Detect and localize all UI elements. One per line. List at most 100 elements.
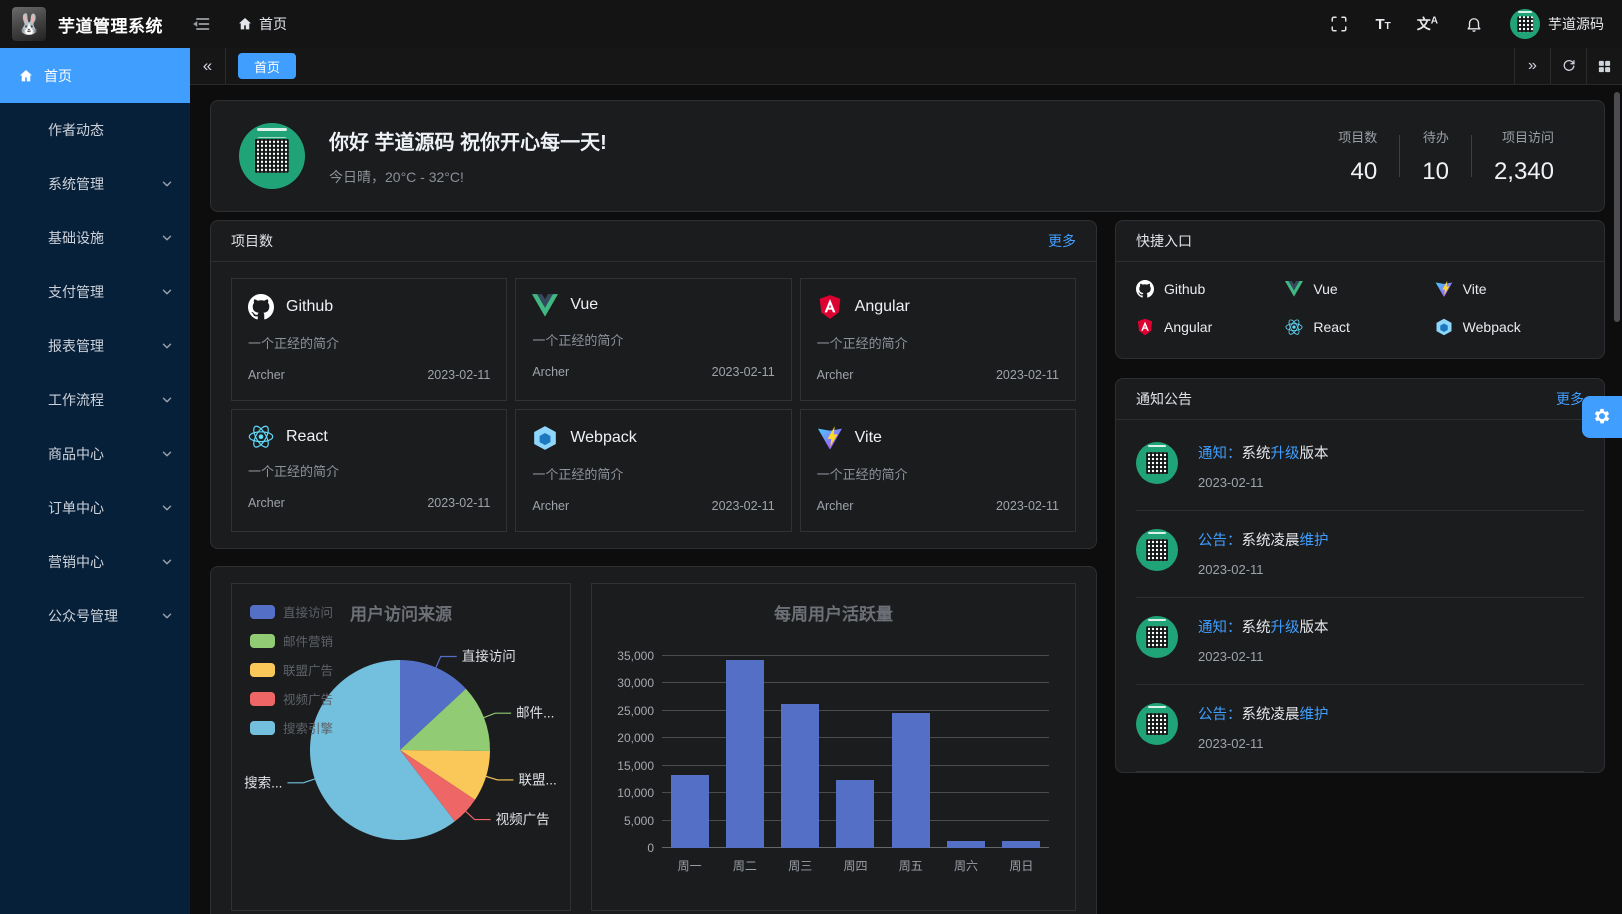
topbar-actions: TT 文A 芋道源码 bbox=[1329, 9, 1622, 39]
fold-sidebar-button[interactable] bbox=[191, 14, 211, 34]
projects-card: 项目数 更多 Github 一个正经的简介 Archer 2023-02-11 Vue 一… bbox=[210, 220, 1097, 549]
notice-text: 版本 bbox=[1299, 620, 1329, 636]
legend-swatch bbox=[250, 662, 275, 677]
project-card-Webpack[interactable]: Webpack 一个正经的简介 Archer 2023-02-11 bbox=[515, 409, 792, 532]
shortcut-Github[interactable]: Github bbox=[1136, 280, 1285, 298]
project-card-Vue[interactable]: Vue 一个正经的简介 Archer 2023-02-11 bbox=[515, 278, 792, 401]
notices-more-link[interactable]: 更多 bbox=[1556, 391, 1584, 407]
pie-callout-label: 联盟... bbox=[519, 772, 557, 787]
notice-item[interactable]: 通知：系统升级版本 2023-02-11 bbox=[1136, 598, 1584, 685]
language-icon[interactable]: 文A bbox=[1416, 15, 1438, 32]
legend-item-邮件营销[interactable]: 邮件营销 bbox=[250, 631, 333, 650]
bar-周日[interactable] bbox=[1002, 840, 1041, 848]
bar-cell bbox=[828, 656, 883, 848]
notice-item[interactable]: 通知：系统升级版本 2023-02-11 bbox=[1136, 424, 1584, 511]
pie-callout-label: 直接访问 bbox=[462, 648, 516, 664]
sidebar-item-label: 基础设施 bbox=[48, 230, 104, 246]
project-name: Angular bbox=[854, 298, 910, 315]
bar-cell bbox=[883, 656, 938, 848]
sidebar-item-home[interactable]: 首页 bbox=[0, 48, 190, 103]
vertical-scrollbar[interactable] bbox=[1614, 92, 1620, 322]
refresh-tab-button[interactable] bbox=[1550, 48, 1586, 84]
bar-周四[interactable] bbox=[836, 780, 875, 848]
tabs-scroll-right-button[interactable]: » bbox=[1514, 48, 1550, 84]
chevron-down-icon bbox=[160, 609, 174, 623]
pie-chart: 直接访问邮件...联盟...视频广告搜索... bbox=[244, 648, 557, 840]
tab-home[interactable]: 首页 bbox=[238, 53, 297, 79]
react-icon bbox=[248, 425, 274, 448]
project-footer: Archer 2023-02-11 bbox=[248, 496, 490, 510]
legend-label: 直接访问 bbox=[283, 606, 334, 620]
sidebar-item-系统管理[interactable]: 系统管理 bbox=[0, 157, 190, 211]
sidebar-item-支付管理[interactable]: 支付管理 bbox=[0, 265, 190, 319]
notice-date: 2023-02-11 bbox=[1198, 649, 1264, 664]
breadcrumb[interactable]: 首页 bbox=[237, 14, 287, 34]
projects-more-link[interactable]: 更多 bbox=[1048, 233, 1076, 249]
legend-item-视频广告[interactable]: 视频广告 bbox=[250, 689, 333, 708]
shortcut-React[interactable]: React bbox=[1285, 318, 1434, 336]
pie-slice-搜索引擎[interactable] bbox=[310, 660, 455, 840]
project-card-Angular[interactable]: Angular 一个正经的简介 Archer 2023-02-11 bbox=[799, 278, 1076, 401]
tab-options-button[interactable] bbox=[1586, 48, 1622, 84]
notice-link: 升级 bbox=[1270, 620, 1300, 636]
legend-item-直接访问[interactable]: 直接访问 bbox=[250, 602, 333, 621]
bar-周五[interactable] bbox=[891, 712, 930, 848]
sidebar-item-作者动态[interactable]: 作者动态 bbox=[0, 103, 190, 157]
pie-slice-邮件营销[interactable] bbox=[400, 688, 490, 751]
project-card-Github[interactable]: Github 一个正经的简介 Archer 2023-02-11 bbox=[231, 278, 508, 401]
sidebar-item-label: 营销中心 bbox=[48, 554, 104, 570]
notice-item[interactable]: 公告：系统凌晨维护 2023-02-11 bbox=[1136, 511, 1584, 598]
sidebar-item-基础设施[interactable]: 基础设施 bbox=[0, 211, 190, 265]
bar-周六[interactable] bbox=[947, 840, 986, 848]
sidebar-item-报表管理[interactable]: 报表管理 bbox=[0, 319, 190, 373]
project-card-Vite[interactable]: Vite 一个正经的简介 Archer 2023-02-11 bbox=[799, 409, 1076, 532]
project-footer: Archer 2023-02-11 bbox=[532, 499, 774, 513]
pie-slice-视频广告[interactable] bbox=[400, 750, 476, 822]
welcome-avatar bbox=[239, 123, 305, 189]
legend-swatch bbox=[250, 633, 275, 648]
shortcut-Angular[interactable]: Angular bbox=[1136, 318, 1285, 336]
breadcrumb-label: 首页 bbox=[259, 16, 287, 32]
y-axis-tick-label: 35,000 bbox=[617, 649, 654, 663]
pie-slice-联盟广告[interactable] bbox=[400, 750, 490, 800]
project-footer: Archer 2023-02-11 bbox=[248, 368, 490, 382]
app-logo: 🐰 bbox=[12, 7, 46, 41]
bar-周三[interactable] bbox=[781, 703, 820, 848]
greeting-text: 你好 芋道源码 祝你开心每一天! bbox=[329, 131, 607, 154]
legend-item-联盟广告[interactable]: 联盟广告 bbox=[250, 660, 333, 679]
sidebar: 首页 作者动态 系统管理基础设施支付管理 报表管理 工作流程 商品中心 订单中心营销中心公… bbox=[0, 48, 190, 914]
tabs-scroll-left-button[interactable]: « bbox=[190, 48, 226, 84]
font-size-icon[interactable]: TT bbox=[1375, 15, 1391, 33]
bell-icon[interactable] bbox=[1464, 14, 1484, 34]
sidebar-item-营销中心[interactable]: 营销中心 bbox=[0, 535, 190, 589]
project-author: Archer bbox=[248, 368, 285, 382]
bar-周一[interactable] bbox=[670, 775, 709, 848]
shortcut-Vue[interactable]: Vue bbox=[1285, 280, 1434, 298]
shortcut-Vite[interactable]: Vite bbox=[1435, 280, 1584, 298]
bar-cell bbox=[994, 656, 1049, 848]
legend-label: 联盟广告 bbox=[283, 664, 334, 678]
shortcut-Webpack[interactable]: Webpack bbox=[1435, 318, 1584, 336]
settings-drawer-button[interactable] bbox=[1582, 396, 1622, 438]
fullscreen-icon[interactable] bbox=[1329, 14, 1349, 34]
app-title: 芋道管理系统 bbox=[58, 16, 163, 36]
legend-item-搜索引擎[interactable]: 搜索引擎 bbox=[250, 718, 333, 737]
tab-actions: » bbox=[1514, 48, 1622, 84]
pie-slice-直接访问[interactable] bbox=[400, 660, 466, 750]
notice-link: 通知： bbox=[1198, 620, 1242, 636]
sidebar-item-公众号管理[interactable]: 公众号管理 bbox=[0, 589, 190, 643]
project-date: 2023-02-11 bbox=[427, 496, 491, 511]
sidebar-item-订单中心[interactable]: 订单中心 bbox=[0, 481, 190, 535]
project-author: Archer bbox=[248, 496, 285, 511]
welcome-stats: 项目数 40 待办 10 项目访问 2,340 bbox=[1316, 127, 1576, 186]
sidebar-item-商品中心[interactable]: 商品中心 bbox=[0, 427, 190, 481]
notice-item[interactable]: 公告：系统凌晨维护 2023-02-11 bbox=[1136, 685, 1584, 772]
sidebar-item-工作流程[interactable]: 工作流程 bbox=[0, 373, 190, 427]
user-menu[interactable]: 芋道源码 bbox=[1510, 9, 1604, 39]
project-footer: Archer 2023-02-11 bbox=[532, 365, 774, 379]
notice-link: 维护 bbox=[1299, 707, 1329, 723]
notice-texts: 公告：系统凌晨维护 2023-02-11 bbox=[1198, 703, 1329, 751]
x-axis-tick-label: 周四 bbox=[843, 859, 868, 873]
project-card-React[interactable]: React 一个正经的简介 Archer 2023-02-11 bbox=[231, 409, 508, 532]
bar-周二[interactable] bbox=[725, 660, 764, 848]
